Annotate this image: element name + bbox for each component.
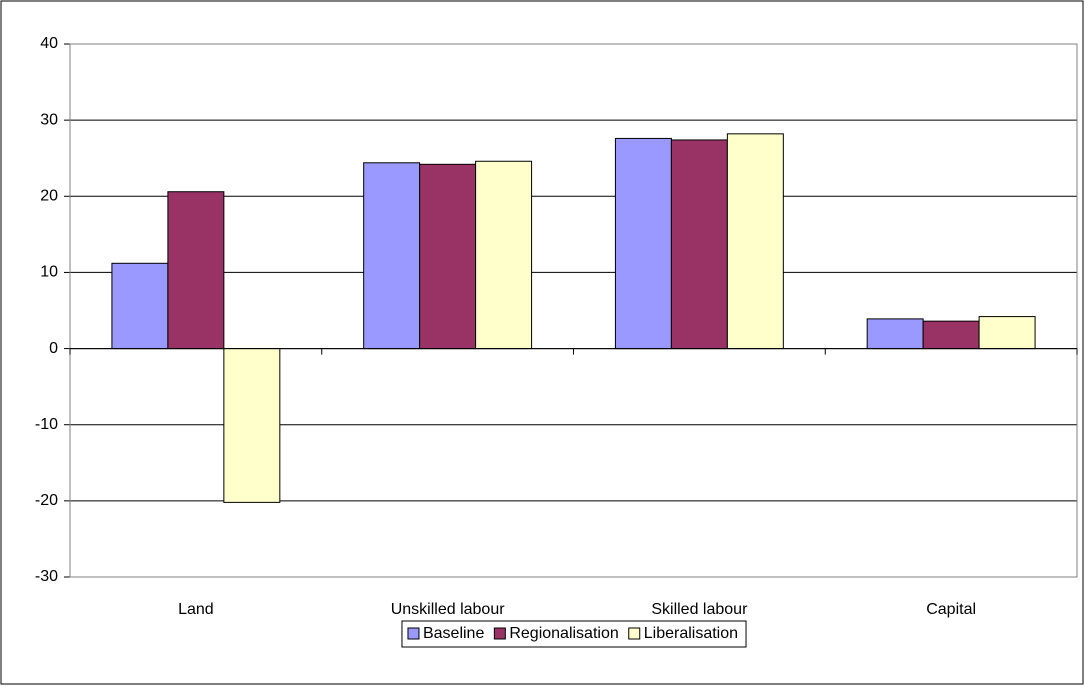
y-tick-label: -10 [35,416,58,433]
y-tick-label: -30 [35,568,58,585]
bar [978,316,1036,350]
y-tick-label: -20 [35,492,58,509]
legend-swatch [407,627,420,640]
legend-label: Baseline [423,625,484,642]
bars [111,133,1036,503]
x-tick-label: Unskilled labour [391,601,506,618]
legend: Baseline Regionalisation Liberalisation [401,620,747,648]
x-tick-label: Land [178,601,214,618]
bar [419,163,477,350]
x-tick-label: Capital [926,601,976,618]
y-tick-label: 20 [40,188,58,205]
legend-box [401,620,747,648]
bar [363,162,421,350]
legend-label: Liberalisation [644,625,738,642]
bar [670,139,728,350]
y-tick-label: 10 [40,264,58,281]
bar [475,160,533,350]
y-tick-label: 40 [40,35,58,52]
bar [726,133,784,350]
bar [922,320,980,350]
bar [614,137,672,350]
legend-label: Regionalisation [509,625,618,642]
bar [111,262,169,350]
legend-swatch [493,627,506,640]
bar [223,348,281,503]
plot-frame [69,43,1078,578]
y-tick-label: 0 [49,340,58,357]
y-tick-label: 30 [40,111,58,128]
axes: -30 -20 -10 0 10 20 30 40 Land Unskilled labour Sk… [35,35,1078,618]
bar [167,191,225,350]
bar [866,318,924,350]
x-tick-label: Skilled labour [651,601,748,618]
legend-swatch [628,627,641,640]
